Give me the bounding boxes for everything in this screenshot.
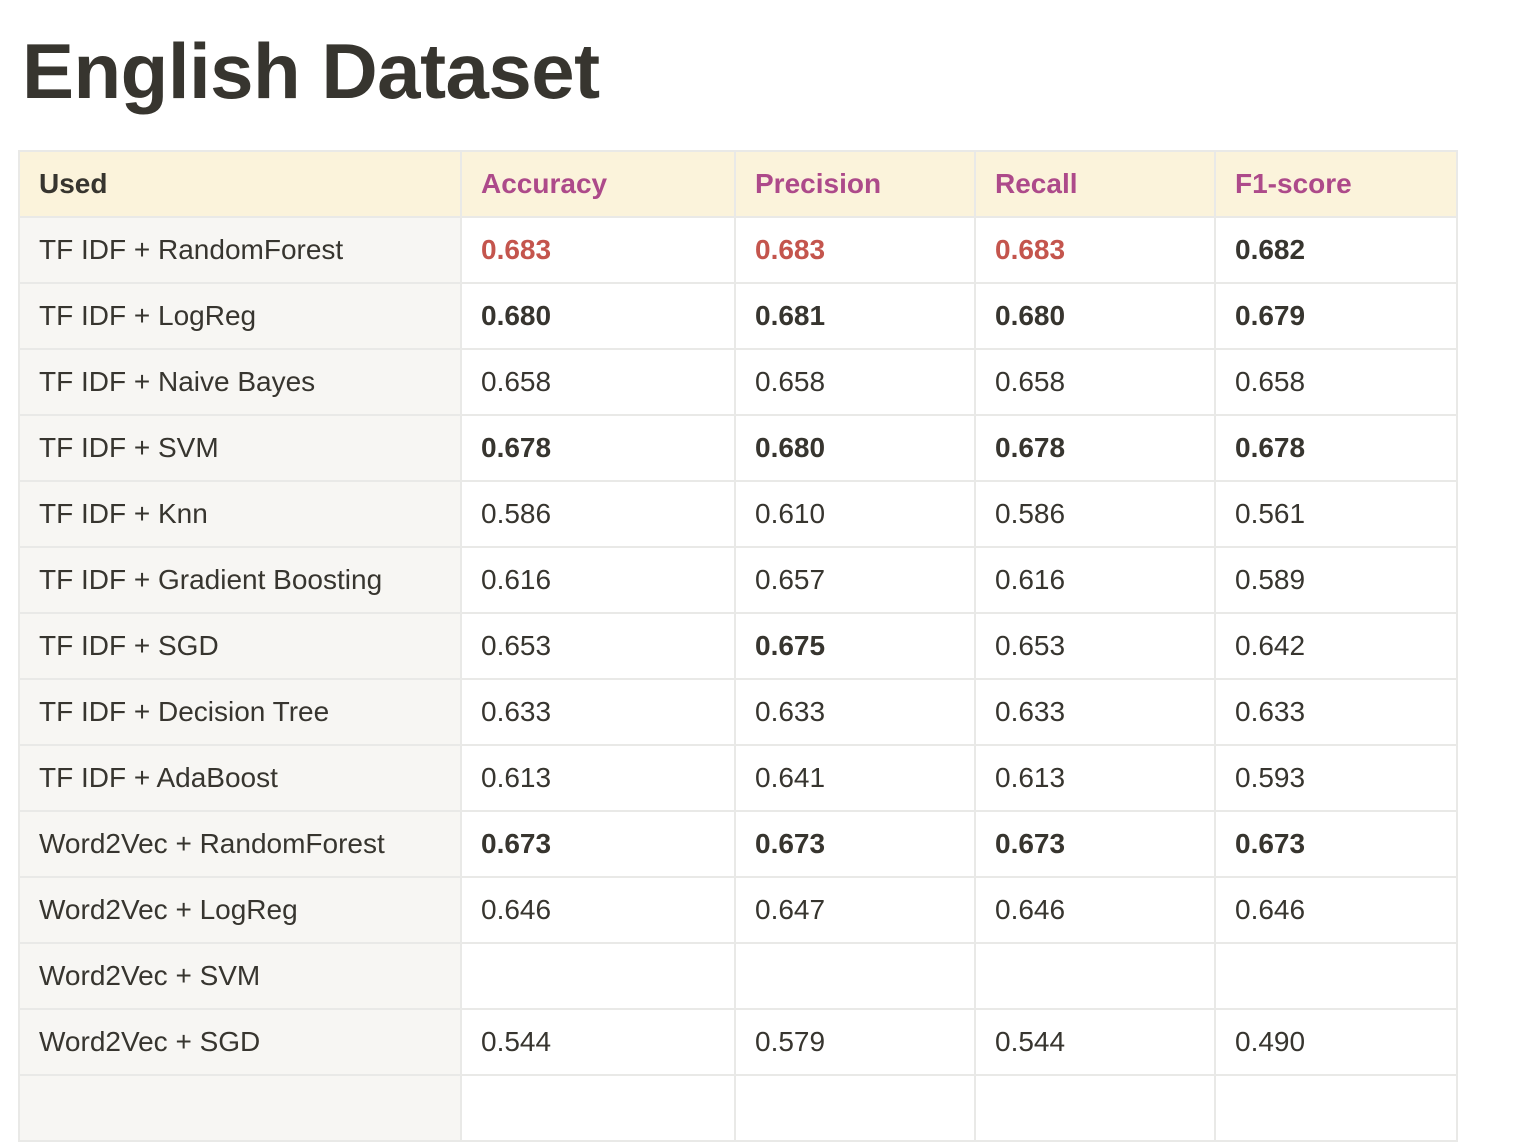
column-header-recall[interactable]: Recall	[974, 150, 1216, 218]
row-label-cell[interactable]: Word2Vec + SVM	[18, 942, 462, 1010]
precision-cell[interactable]: 0.579	[734, 1008, 976, 1076]
row-label-cell[interactable]: TF IDF + Gradient Boosting	[18, 546, 462, 614]
precision-cell[interactable]: 0.610	[734, 480, 976, 548]
f1-score-cell[interactable]: 0.646	[1214, 876, 1458, 944]
table-row: Word2Vec + SVM	[18, 942, 1458, 1010]
table-row: TF IDF + Decision Tree 0.633 0.633 0.633 0.6…	[18, 678, 1458, 746]
f1-score-cell[interactable]: 0.679	[1214, 282, 1458, 350]
table-row: TF IDF + LogReg 0.680 0.681 0.680 0.679	[18, 282, 1458, 350]
row-label-cell[interactable]: Word2Vec + RandomForest	[18, 810, 462, 878]
table-row: Word2Vec + RandomForest 0.673 0.673 0.673 0.…	[18, 810, 1458, 878]
row-label-cell[interactable]: TF IDF + AdaBoost	[18, 744, 462, 812]
accuracy-cell[interactable]: 0.646	[460, 876, 736, 944]
accuracy-cell[interactable]: 0.673	[460, 810, 736, 878]
row-label-cell[interactable]: Word2Vec + LogReg	[18, 876, 462, 944]
accuracy-cell[interactable]	[460, 1074, 736, 1142]
f1-score-cell[interactable]: 0.682	[1214, 216, 1458, 284]
table-row: TF IDF + SVM 0.678 0.680 0.678 0.678	[18, 414, 1458, 482]
table-row: TF IDF + Gradient Boosting 0.616 0.657 0.61…	[18, 546, 1458, 614]
precision-cell[interactable]: 0.681	[734, 282, 976, 350]
f1-score-cell[interactable]: 0.561	[1214, 480, 1458, 548]
precision-cell[interactable]: 0.641	[734, 744, 976, 812]
f1-score-cell[interactable]: 0.642	[1214, 612, 1458, 680]
f1-score-cell[interactable]: 0.593	[1214, 744, 1458, 812]
row-label-cell[interactable]: TF IDF + SVM	[18, 414, 462, 482]
table-row: TF IDF + AdaBoost 0.613 0.641 0.613 0.593	[18, 744, 1458, 812]
table-row: TF IDF + Knn 0.586 0.610 0.586 0.561	[18, 480, 1458, 548]
table-row	[18, 1074, 1458, 1142]
f1-score-cell[interactable]: 0.490	[1214, 1008, 1458, 1076]
accuracy-cell[interactable]: 0.658	[460, 348, 736, 416]
table-row: TF IDF + Naive Bayes 0.658 0.658 0.658 0.658	[18, 348, 1458, 416]
accuracy-cell[interactable]: 0.586	[460, 480, 736, 548]
recall-cell[interactable]: 0.613	[974, 744, 1216, 812]
recall-cell[interactable]: 0.680	[974, 282, 1216, 350]
recall-cell[interactable]	[974, 942, 1216, 1010]
page-title[interactable]: English Dataset	[22, 27, 600, 115]
recall-cell[interactable]: 0.616	[974, 546, 1216, 614]
recall-cell[interactable]: 0.673	[974, 810, 1216, 878]
column-header-f1-score[interactable]: F1-score	[1214, 150, 1458, 218]
results-table: Used Accuracy Precision Recall F1-score …	[18, 150, 1458, 1142]
precision-cell[interactable]: 0.647	[734, 876, 976, 944]
row-label-cell[interactable]: TF IDF + LogReg	[18, 282, 462, 350]
column-header-used[interactable]: Used	[18, 150, 462, 218]
recall-cell[interactable]: 0.544	[974, 1008, 1216, 1076]
f1-score-cell[interactable]: 0.673	[1214, 810, 1458, 878]
table-body: TF IDF + RandomForest 0.683 0.683 0.683 0.68…	[18, 216, 1458, 1142]
f1-score-cell[interactable]	[1214, 942, 1458, 1010]
row-label-cell[interactable]: TF IDF + Naive Bayes	[18, 348, 462, 416]
table-header-row: Used Accuracy Precision Recall F1-score	[18, 150, 1458, 218]
recall-cell[interactable]: 0.586	[974, 480, 1216, 548]
f1-score-cell[interactable]: 0.589	[1214, 546, 1458, 614]
row-label-cell[interactable]: TF IDF + Knn	[18, 480, 462, 548]
precision-cell[interactable]: 0.633	[734, 678, 976, 746]
accuracy-cell[interactable]: 0.633	[460, 678, 736, 746]
f1-score-cell[interactable]	[1214, 1074, 1458, 1142]
recall-cell[interactable]: 0.683	[974, 216, 1216, 284]
recall-cell[interactable]: 0.646	[974, 876, 1216, 944]
row-label-cell[interactable]	[18, 1074, 462, 1142]
accuracy-cell[interactable]: 0.680	[460, 282, 736, 350]
row-label-cell[interactable]: TF IDF + Decision Tree	[18, 678, 462, 746]
accuracy-cell[interactable]: 0.544	[460, 1008, 736, 1076]
table-row: Word2Vec + SGD 0.544 0.579 0.544 0.490	[18, 1008, 1458, 1076]
column-header-accuracy[interactable]: Accuracy	[460, 150, 736, 218]
column-header-precision[interactable]: Precision	[734, 150, 976, 218]
table-row: TF IDF + SGD 0.653 0.675 0.653 0.642	[18, 612, 1458, 680]
recall-cell[interactable]: 0.633	[974, 678, 1216, 746]
accuracy-cell[interactable]: 0.678	[460, 414, 736, 482]
precision-cell[interactable]	[734, 942, 976, 1010]
table-row: TF IDF + RandomForest 0.683 0.683 0.683 0.68…	[18, 216, 1458, 284]
table-row: Word2Vec + LogReg 0.646 0.647 0.646 0.646	[18, 876, 1458, 944]
recall-cell[interactable]: 0.678	[974, 414, 1216, 482]
precision-cell[interactable]: 0.657	[734, 546, 976, 614]
row-label-cell[interactable]: TF IDF + SGD	[18, 612, 462, 680]
recall-cell[interactable]: 0.658	[974, 348, 1216, 416]
f1-score-cell[interactable]: 0.633	[1214, 678, 1458, 746]
precision-cell[interactable]: 0.658	[734, 348, 976, 416]
precision-cell[interactable]	[734, 1074, 976, 1142]
recall-cell[interactable]: 0.653	[974, 612, 1216, 680]
accuracy-cell[interactable]: 0.653	[460, 612, 736, 680]
accuracy-cell[interactable]: 0.683	[460, 216, 736, 284]
recall-cell[interactable]	[974, 1074, 1216, 1142]
accuracy-cell[interactable]: 0.613	[460, 744, 736, 812]
f1-score-cell[interactable]: 0.678	[1214, 414, 1458, 482]
precision-cell[interactable]: 0.683	[734, 216, 976, 284]
accuracy-cell[interactable]: 0.616	[460, 546, 736, 614]
precision-cell[interactable]: 0.675	[734, 612, 976, 680]
row-label-cell[interactable]: TF IDF + RandomForest	[18, 216, 462, 284]
row-label-cell[interactable]: Word2Vec + SGD	[18, 1008, 462, 1076]
accuracy-cell[interactable]	[460, 942, 736, 1010]
precision-cell[interactable]: 0.680	[734, 414, 976, 482]
f1-score-cell[interactable]: 0.658	[1214, 348, 1458, 416]
precision-cell[interactable]: 0.673	[734, 810, 976, 878]
